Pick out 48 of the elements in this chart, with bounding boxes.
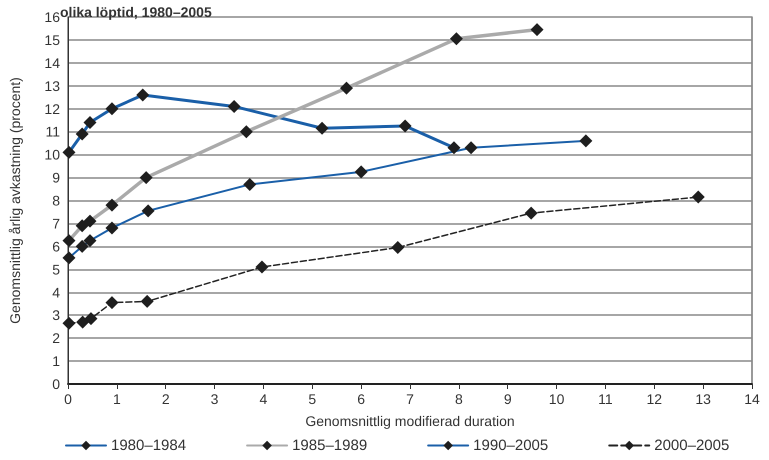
point bbox=[524, 206, 538, 220]
y-tick-label: 3 bbox=[52, 307, 60, 324]
x-tick-label: 2 bbox=[162, 391, 170, 407]
y-tick-label: 5 bbox=[52, 261, 60, 278]
y-tick-label: 11 bbox=[45, 124, 60, 140]
point bbox=[391, 241, 404, 254]
y-tick-label: 14 bbox=[44, 54, 60, 71]
y-tick-label: 15 bbox=[44, 32, 60, 48]
x-tick-label: 9 bbox=[504, 391, 512, 407]
x-tick-label: 12 bbox=[646, 391, 662, 407]
point bbox=[692, 190, 705, 204]
x-tick-label: 6 bbox=[357, 391, 366, 407]
x-tick-label: 5 bbox=[308, 391, 316, 407]
y-tick-label: 9 bbox=[52, 170, 60, 186]
y-tick-label: 16 bbox=[44, 9, 60, 25]
point bbox=[76, 316, 90, 329]
y-tick-label: 4 bbox=[52, 284, 60, 300]
legend-label: 2000–2005 bbox=[654, 437, 730, 454]
y-tick-label: 2 bbox=[52, 330, 60, 346]
x-tick-label: 11 bbox=[598, 391, 613, 407]
y-tick-label: 6 bbox=[52, 238, 60, 254]
point bbox=[140, 294, 154, 308]
x-tick-label: 1 bbox=[112, 391, 121, 407]
x-tick-label: 10 bbox=[548, 391, 565, 407]
point bbox=[84, 312, 98, 326]
x-axis-title: Genomsnittlig modifierad duration bbox=[305, 413, 515, 429]
point bbox=[105, 296, 118, 310]
x-tick-label: 13 bbox=[695, 391, 712, 407]
x-tick-label: 14 bbox=[744, 391, 760, 407]
chart-title: olika löptid, 1980–2005 bbox=[60, 4, 212, 20]
y-axis-title: Genomsnittlig årlig avkastning (procent) bbox=[7, 77, 23, 324]
y-tick-label: 10 bbox=[44, 146, 60, 163]
y-tick-label: 13 bbox=[44, 78, 60, 94]
y-tick-label: 0 bbox=[52, 376, 60, 392]
x-tick-label: 7 bbox=[406, 391, 414, 407]
point bbox=[255, 260, 268, 274]
legend-label: 1980–1984 bbox=[111, 437, 186, 454]
x-tick-label: 8 bbox=[454, 391, 463, 407]
y-tick-label: 12 bbox=[44, 100, 60, 117]
legend-label: 1985–1989 bbox=[292, 437, 368, 454]
x-tick-label: 0 bbox=[64, 391, 72, 407]
y-tick-label: 7 bbox=[52, 215, 60, 232]
legend-label: 1990–2005 bbox=[473, 437, 548, 454]
y-tick-label: 1 bbox=[52, 353, 60, 370]
x-tick-label: 3 bbox=[210, 391, 219, 407]
y-tick-label: 8 bbox=[52, 192, 60, 208]
x-tick-label: 4 bbox=[260, 391, 268, 407]
point bbox=[62, 316, 76, 330]
